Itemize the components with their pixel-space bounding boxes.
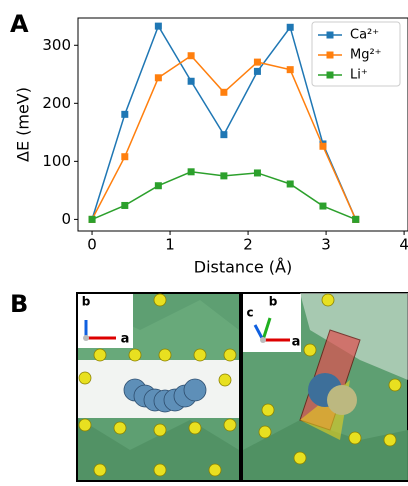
x-tick-label: 4: [399, 236, 408, 254]
marker: [319, 142, 327, 150]
legend-box: [311, 21, 401, 87]
structure-image-right: [241, 292, 408, 482]
x-tick-label: 2: [243, 236, 253, 254]
marker: [220, 172, 228, 180]
x-tick-label: 0: [87, 236, 97, 254]
panel-label: A: [10, 10, 29, 38]
legend-label: Ca²⁺: [350, 28, 379, 43]
marker: [319, 202, 327, 210]
x-axis-label: Distance (Å): [194, 258, 292, 277]
legend-marker: [326, 71, 334, 79]
legend-label: Mg²⁺: [350, 48, 382, 63]
marker: [286, 66, 294, 74]
y-axis-label: ΔE (meV): [14, 87, 33, 162]
marker: [352, 215, 360, 223]
marker: [154, 74, 162, 82]
axis-label: c: [246, 306, 253, 320]
marker: [121, 201, 129, 209]
structure-image-left: [76, 292, 241, 482]
marker: [154, 182, 162, 190]
legend-marker: [326, 51, 334, 59]
marker: [88, 215, 96, 223]
axis-label: a: [121, 332, 130, 347]
y-tick-label: 300: [42, 36, 71, 54]
marker: [121, 153, 129, 161]
marker: [253, 67, 261, 75]
marker: [154, 22, 162, 30]
y-tick-label: 200: [42, 94, 71, 112]
marker: [253, 169, 261, 177]
legend-label: Li⁺: [350, 68, 368, 83]
marker: [121, 110, 129, 118]
x-tick-label: 3: [321, 236, 331, 254]
axis-label: b: [269, 295, 278, 309]
y-tick-label: 100: [42, 152, 71, 170]
marker: [286, 23, 294, 31]
legend-marker: [326, 31, 334, 39]
marker: [187, 52, 195, 60]
marker: [286, 180, 294, 188]
marker: [253, 58, 261, 66]
marker: [187, 168, 195, 176]
plot-frame: [77, 17, 408, 232]
marker: [220, 88, 228, 96]
x-tick-label: 1: [165, 236, 175, 254]
marker: [187, 77, 195, 85]
y-tick-label: 0: [61, 210, 71, 228]
marker: [220, 131, 228, 139]
panel-label: B: [10, 290, 28, 318]
axis-label: b: [82, 295, 91, 309]
axis-label: a: [292, 335, 301, 350]
